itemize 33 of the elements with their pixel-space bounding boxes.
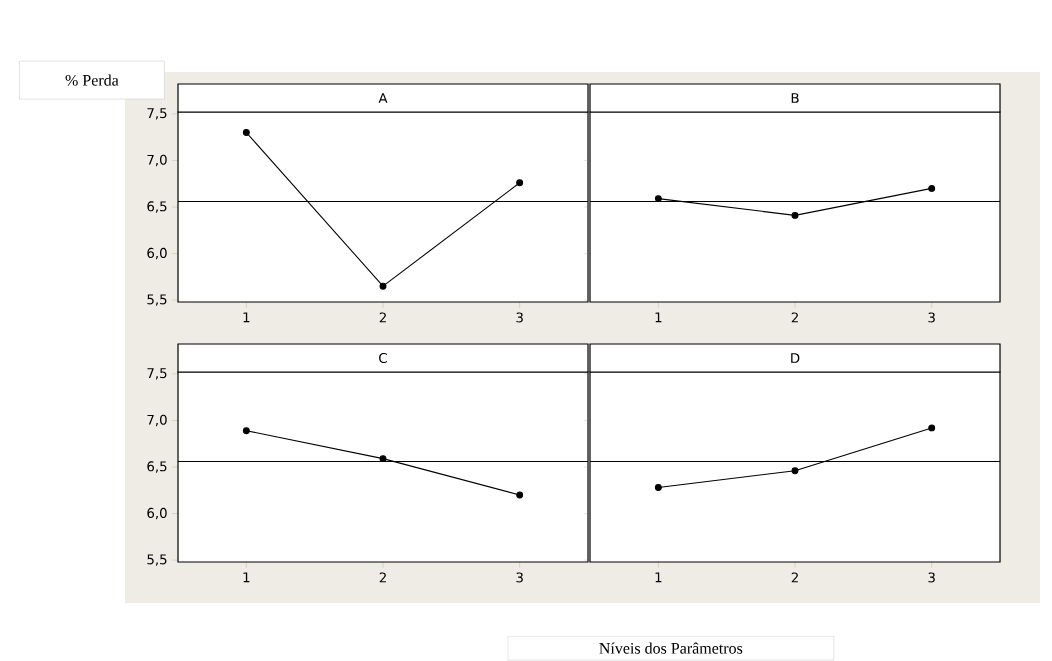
y-tick-label: 6,5 bbox=[147, 461, 167, 473]
x-tick-label: 2 bbox=[379, 312, 386, 323]
point bbox=[242, 427, 250, 435]
x-tick-label: 3 bbox=[516, 312, 523, 323]
x-axis-title: Níveis dos Parâmetros bbox=[599, 642, 743, 654]
x-tick-label: 2 bbox=[791, 572, 798, 583]
chart-title: A bbox=[378, 93, 388, 103]
y-tick-label: 5,5 bbox=[147, 554, 167, 566]
x-tick-label: 1 bbox=[243, 312, 250, 323]
point bbox=[516, 179, 524, 187]
x-tick-label: 3 bbox=[928, 572, 935, 583]
y-tick-label: 7,5 bbox=[147, 368, 167, 380]
x-tick-label: 1 bbox=[243, 572, 250, 583]
point bbox=[242, 129, 250, 136]
x-tick-label: 3 bbox=[516, 572, 523, 583]
x-tick-label: 2 bbox=[791, 312, 798, 323]
y-tick-label: 7,5 bbox=[147, 108, 167, 120]
chart-title: C bbox=[379, 352, 387, 364]
y-tick-label: 7,0 bbox=[147, 154, 167, 167]
y-tick-label: 6,0 bbox=[147, 247, 167, 260]
chart-title: B bbox=[791, 93, 799, 103]
point bbox=[379, 282, 387, 290]
y-axis-title: % Perda bbox=[65, 74, 119, 86]
x-tick-label: 3 bbox=[928, 312, 935, 323]
y-tick-label: 6,0 bbox=[147, 507, 167, 520]
point bbox=[516, 491, 524, 499]
y-tick-label: 5,5 bbox=[147, 294, 167, 306]
y-tick-label: 6,5 bbox=[147, 201, 167, 213]
x-tick-label: 1 bbox=[655, 312, 662, 323]
x-tick-label: 2 bbox=[379, 572, 386, 583]
y-tick-label: 7,0 bbox=[147, 414, 167, 427]
x-tick-label: 1 bbox=[655, 572, 662, 583]
chart-title: D bbox=[791, 353, 800, 363]
